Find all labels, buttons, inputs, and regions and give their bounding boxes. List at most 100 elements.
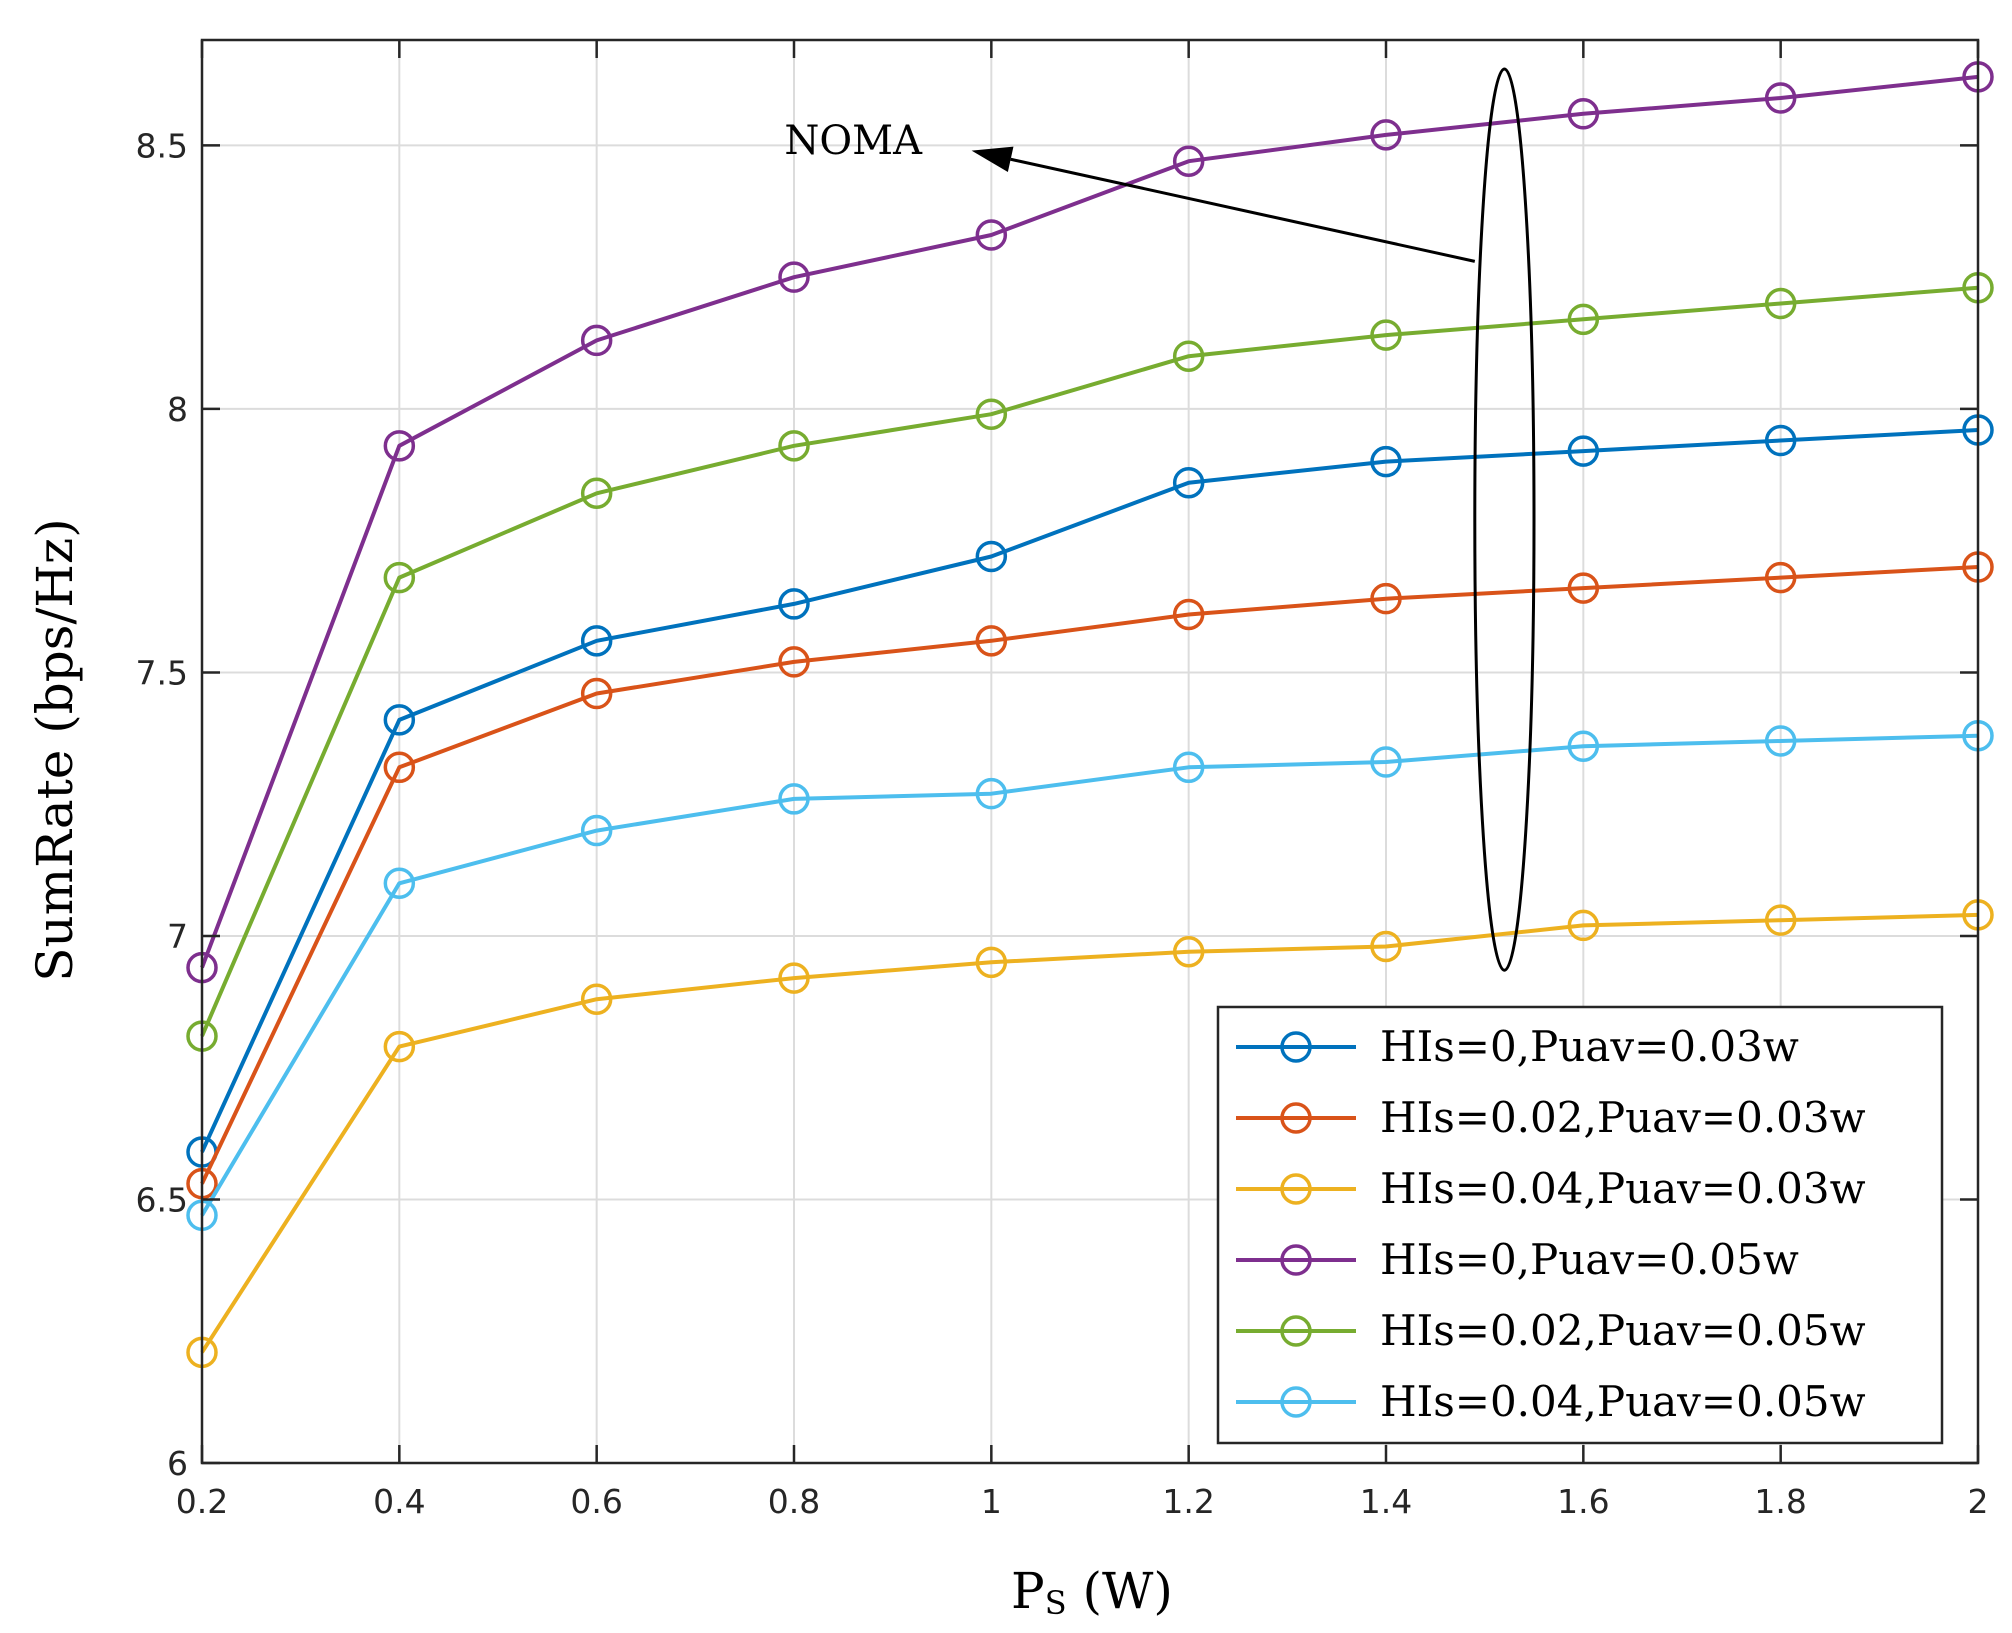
legend-marker	[1280, 1244, 1312, 1276]
legend: HIs=0,Puav=0.03w HIs=0.02,Puav=0.03w HIs=0…	[1216, 1005, 1944, 1445]
data-point	[1764, 287, 1797, 320]
noma-label: NOMA	[784, 118, 923, 164]
y-tick-label: 6.5	[136, 1180, 188, 1219]
series-5	[186, 271, 1994, 1052]
legend-entry: HIs=0.04,Puav=0.05w	[1236, 1377, 1866, 1426]
data-point	[580, 814, 613, 847]
data-point	[1567, 572, 1600, 604]
x-tick-label: 0.4	[373, 1482, 425, 1521]
data-point	[1764, 904, 1797, 936]
y-tick-label: 8.5	[136, 126, 188, 165]
data-point	[383, 1030, 416, 1063]
legend-entry: HIs=0.04,Puav=0.03w	[1236, 1164, 1866, 1213]
data-point	[383, 751, 416, 784]
data-point	[580, 324, 613, 357]
data-point	[1172, 598, 1205, 631]
legend-entry: HIs=0.02,Puav=0.05w	[1236, 1306, 1866, 1355]
legend-entry: HIs=0,Puav=0.05w	[1236, 1235, 1799, 1284]
data-point	[1370, 319, 1402, 351]
noma-annotation: NOMA	[784, 67, 1536, 972]
data-point	[975, 398, 1008, 430]
data-point	[383, 430, 416, 462]
y-axis-title: SumRate (bps/Hz)	[26, 518, 84, 982]
series-line	[200, 285, 1979, 1037]
data-point	[975, 946, 1008, 979]
data-point	[778, 588, 810, 620]
y-tick-label: 6	[167, 1444, 188, 1483]
data-point	[1172, 751, 1205, 784]
data-point	[1764, 561, 1797, 594]
data-point	[383, 704, 416, 736]
data-point	[778, 646, 810, 678]
data-point	[1567, 303, 1600, 336]
series-line	[200, 733, 1979, 1217]
series-layer	[186, 61, 1994, 1369]
legend-marker	[1280, 1386, 1312, 1418]
legend-label: HIs=0.02,Puav=0.05w	[1380, 1306, 1866, 1355]
noma-arrow-head	[971, 146, 1014, 172]
data-point	[1370, 119, 1402, 151]
data-point	[1370, 930, 1402, 963]
data-point	[1370, 445, 1402, 478]
data-point	[1172, 466, 1205, 499]
data-point	[778, 430, 810, 462]
axes-box	[200, 38, 1980, 1465]
data-point	[580, 625, 613, 657]
data-point	[1172, 340, 1205, 372]
legend-marker	[1280, 1102, 1312, 1134]
y-tick-label: 7.5	[136, 653, 188, 692]
data-point	[580, 477, 613, 510]
legend-entry: HIs=0,Puav=0.03w	[1236, 1022, 1799, 1071]
x-tick-label: 0.6	[570, 1482, 622, 1521]
x-tick-label: 0.8	[768, 1482, 820, 1521]
data-point	[1764, 725, 1797, 757]
series-6	[186, 719, 1994, 1232]
noma-arrow-line	[1010, 157, 1476, 263]
data-point	[383, 867, 416, 900]
x-tick-label: 1.2	[1162, 1482, 1214, 1521]
data-point	[1172, 145, 1205, 177]
series-line	[200, 428, 1979, 1153]
x-tick-label: 1	[981, 1482, 1002, 1521]
data-point	[1172, 936, 1205, 968]
x-tick-labels: 0.2 0.4 0.6 0.8 1 1.2 1.4 1.6 1.8 2	[176, 1482, 1989, 1521]
data-point	[975, 219, 1008, 251]
x-tick-label: 1.6	[1557, 1482, 1609, 1521]
legend-marker	[1280, 1315, 1312, 1347]
x-tick-label: 2	[1968, 1482, 1989, 1521]
data-point	[975, 777, 1008, 810]
data-point	[1370, 746, 1402, 778]
data-point	[580, 983, 613, 1015]
series-line	[200, 565, 1979, 1185]
data-point	[975, 625, 1008, 657]
data-point	[1764, 82, 1797, 114]
data-point	[778, 261, 810, 293]
data-point	[1370, 582, 1402, 615]
data-point	[975, 540, 1008, 573]
x-tick-label: 0.2	[176, 1482, 228, 1521]
series-line	[200, 74, 1979, 969]
series-line	[200, 912, 1979, 1354]
legend-label: HIs=0,Puav=0.03w	[1380, 1022, 1799, 1071]
x-tick-label: 1.4	[1360, 1482, 1412, 1521]
data-point	[1567, 730, 1600, 762]
legend-label: HIs=0.04,Puav=0.03w	[1380, 1164, 1866, 1213]
legend-marker	[1280, 1173, 1312, 1205]
x-axis-title: PS (W)	[1011, 1562, 1173, 1622]
y-tick-label: 8	[167, 390, 188, 429]
data-point	[1567, 909, 1600, 942]
legend-label: HIs=0,Puav=0.05w	[1380, 1235, 1799, 1284]
noma-ellipse	[1473, 67, 1536, 972]
x-tick-label: 1.8	[1754, 1482, 1806, 1521]
series-4	[186, 61, 1994, 984]
series-2	[186, 551, 1994, 1200]
data-point	[1567, 98, 1600, 130]
data-point	[383, 561, 416, 594]
legend-label: HIs=0.04,Puav=0.05w	[1380, 1377, 1866, 1426]
data-point	[778, 783, 810, 815]
y-tick-labels: 6 6.5 7 7.5 8 8.5	[136, 126, 188, 1483]
data-point	[1567, 435, 1600, 467]
axis-ticks	[200, 40, 1980, 1465]
data-point	[1764, 424, 1797, 457]
